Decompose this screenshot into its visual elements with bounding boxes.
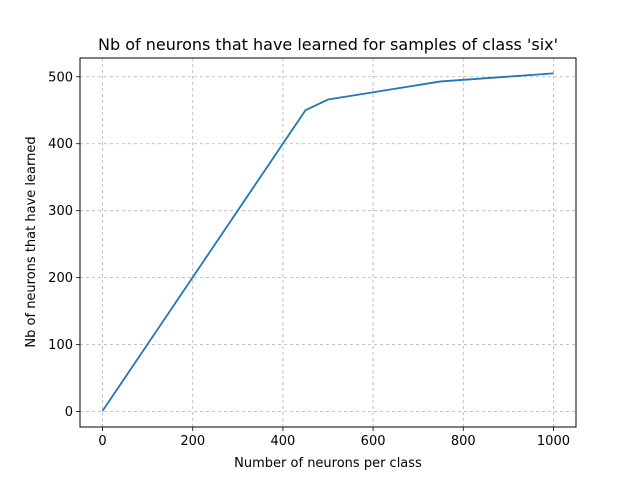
y-axis-label: Nb of neurons that have learned: [24, 136, 39, 347]
y-tick-label: 300: [48, 204, 73, 219]
y-tick-label: 0: [65, 405, 73, 420]
y-tick-label: 400: [48, 137, 73, 152]
x-tick-label: 400: [270, 434, 295, 449]
y-tick-label: 200: [48, 271, 73, 286]
plot-frame: [79, 57, 577, 428]
y-tick-label: 100: [48, 338, 73, 353]
x-axis-ticks: 0 200 400 600 800 1000: [98, 427, 570, 449]
y-axis-ticks: 0 100 200 300 400 500: [48, 70, 80, 420]
x-tick-label: 1000: [537, 434, 570, 449]
x-tick-label: 0: [98, 434, 106, 449]
x-axis-label: Number of neurons per class: [234, 456, 422, 471]
grid-lines: [80, 58, 576, 427]
data-line: [101, 72, 554, 412]
x-tick-label: 200: [180, 434, 205, 449]
x-tick-label: 800: [451, 434, 476, 449]
chart-title: Nb of neurons that have learned for samp…: [98, 35, 558, 54]
y-tick-label: 500: [48, 70, 73, 85]
x-tick-label: 600: [361, 434, 386, 449]
